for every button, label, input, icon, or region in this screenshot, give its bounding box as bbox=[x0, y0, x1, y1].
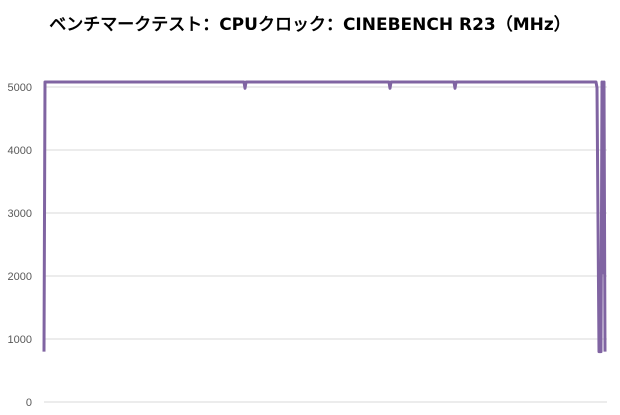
y-tick-label: 2000 bbox=[8, 271, 32, 283]
y-tick-label: 5000 bbox=[8, 82, 32, 94]
y-tick-label: 3000 bbox=[8, 208, 32, 220]
chart-title: ベンチマークテスト：CPUクロック：CINEBENCH R23（MHz） bbox=[49, 15, 571, 35]
series-line bbox=[42, 80, 607, 354]
y-tick-label: 0 bbox=[26, 397, 32, 409]
y-tick-label: 1000 bbox=[8, 334, 32, 346]
y-tick-label: 4000 bbox=[8, 145, 32, 157]
